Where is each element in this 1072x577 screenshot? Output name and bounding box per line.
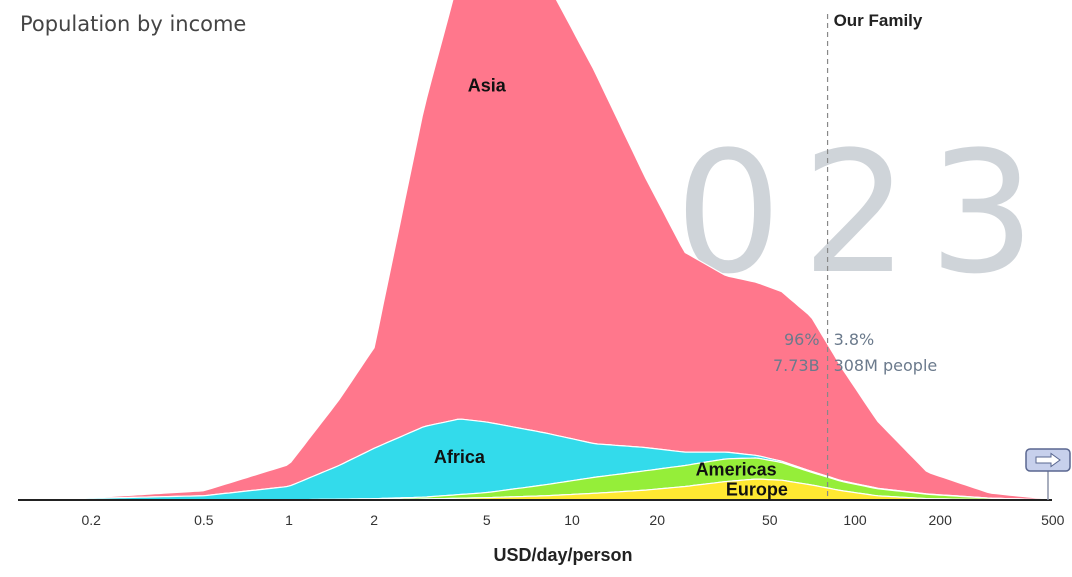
- x-tick-label: 2: [370, 512, 378, 528]
- arrow-right-icon: [1035, 452, 1061, 468]
- chart-title: Population by income: [20, 12, 246, 36]
- stat-right-percent: 3.8%: [834, 330, 875, 349]
- income-split-stats: 96% 3.8% 7.73B 308M people: [773, 330, 937, 375]
- stat-right-count: 308M people: [834, 356, 938, 375]
- x-tick-label: 5: [483, 512, 491, 528]
- region-label-asia: Asia: [468, 76, 507, 96]
- our-family-label: Our Family: [834, 11, 923, 30]
- region-label-europe: Europe: [726, 480, 788, 500]
- next-arrow-button[interactable]: [1025, 448, 1071, 500]
- x-tick-label: 0.5: [194, 512, 214, 528]
- x-tick-label: 200: [929, 512, 953, 528]
- region-label-americas: Americas: [696, 460, 777, 480]
- x-tick-label: 1: [285, 512, 293, 528]
- x-axis-ticks: 0.2 0.5 1 2 5 10 20 50 100 200 500: [81, 512, 1064, 528]
- region-label-africa: Africa: [434, 447, 486, 467]
- x-tick-label: 50: [762, 512, 778, 528]
- stat-left-percent: 96%: [784, 330, 820, 349]
- x-tick-label: 500: [1041, 512, 1065, 528]
- x-tick-label: 20: [649, 512, 665, 528]
- stat-left-count: 7.73B: [773, 356, 820, 375]
- x-axis-label: USD/day/person: [493, 545, 632, 565]
- x-tick-label: 100: [843, 512, 867, 528]
- x-tick-label: 0.2: [81, 512, 101, 528]
- x-tick-label: 10: [564, 512, 580, 528]
